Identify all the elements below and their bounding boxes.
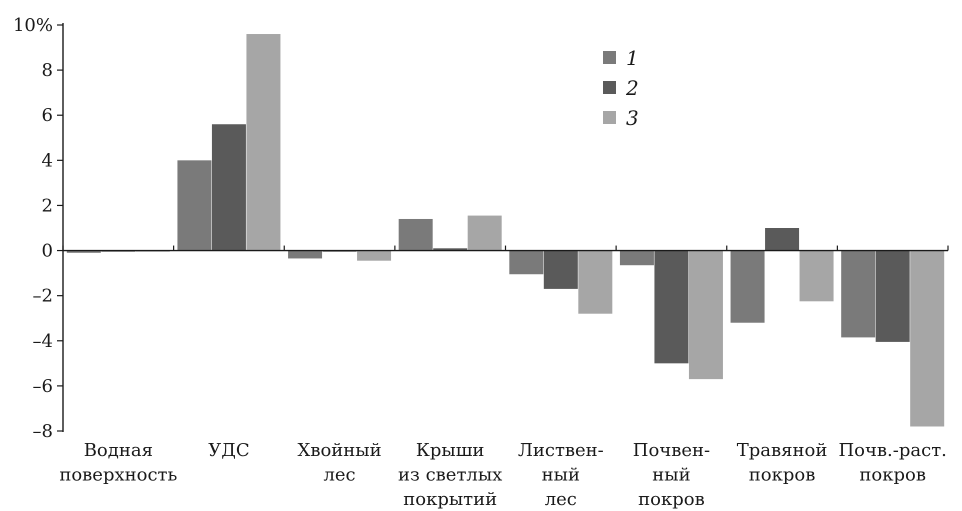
category-label: Водная	[84, 440, 153, 461]
category-label: из светлых	[398, 465, 502, 486]
category-label: поверхность	[59, 465, 177, 486]
bar-series-2	[875, 250, 910, 342]
bar-series-2	[654, 250, 689, 364]
legend: 1 2 3	[603, 46, 639, 130]
category-label: Хвойный	[298, 440, 382, 461]
x-axis-labels: Водная поверхность УДС Хвойный лес Крыши из св…	[59, 440, 947, 510]
bar-series-3	[910, 250, 945, 427]
category-label: лес	[323, 465, 355, 486]
y-tick-label: 2	[42, 195, 53, 216]
category-label: УДС	[208, 440, 249, 461]
bars	[66, 34, 945, 427]
category-label: Листвен-	[518, 440, 604, 461]
category-label: лес	[545, 489, 577, 510]
y-tick-label: 10%	[13, 15, 53, 36]
y-tick-label: 4	[42, 150, 53, 171]
y-tick-label: –4	[33, 331, 53, 352]
axes	[62, 23, 949, 432]
category-label: покров	[638, 489, 705, 510]
bar-series-3	[467, 215, 502, 251]
category-label: Почвен-	[633, 440, 710, 461]
y-tick-label: 6	[42, 105, 53, 126]
category-label: ный	[652, 465, 690, 486]
legend-swatch-3	[603, 111, 616, 124]
bar-series-1	[288, 250, 323, 259]
category-label: Травяной	[737, 440, 828, 461]
bar-series-1	[398, 218, 433, 251]
legend-label-3: 3	[626, 106, 639, 130]
y-tick-label: 8	[42, 60, 53, 81]
bar-series-2	[433, 248, 468, 251]
bar-series-3	[357, 250, 392, 261]
category-label: Крыши	[416, 440, 485, 461]
bar-series-1	[509, 250, 544, 275]
bar-series-2	[765, 228, 800, 251]
bar-series-3	[799, 250, 834, 302]
legend-label-2: 2	[625, 76, 639, 100]
bar-series-1	[177, 160, 212, 251]
legend-swatch-1	[603, 51, 616, 64]
bar-series-1	[66, 250, 101, 253]
y-tick-label: –6	[33, 376, 53, 397]
y-tick-label: –8	[33, 421, 53, 442]
category-label: ный	[542, 465, 580, 486]
y-axis: 10% 8 6 4 2 0 –2 –4 –6 –8	[13, 15, 63, 442]
bar-series-1	[841, 250, 876, 338]
bar-series-1	[730, 250, 765, 323]
category-label: покров	[749, 465, 816, 486]
category-label: покрытий	[403, 489, 497, 510]
y-tick-label: –2	[33, 286, 53, 307]
y-tick-label: 0	[42, 241, 53, 262]
category-label: покров	[859, 465, 926, 486]
bar-series-3	[246, 34, 281, 251]
category-label: Почв.-раст.	[838, 440, 946, 461]
bar-series-2	[543, 250, 578, 289]
bar-series-1	[619, 250, 654, 266]
bar-series-3	[578, 250, 613, 314]
bar-series-3	[688, 250, 723, 380]
bar-series-2	[211, 124, 246, 251]
legend-swatch-2	[603, 81, 616, 94]
legend-label-1: 1	[626, 46, 639, 70]
